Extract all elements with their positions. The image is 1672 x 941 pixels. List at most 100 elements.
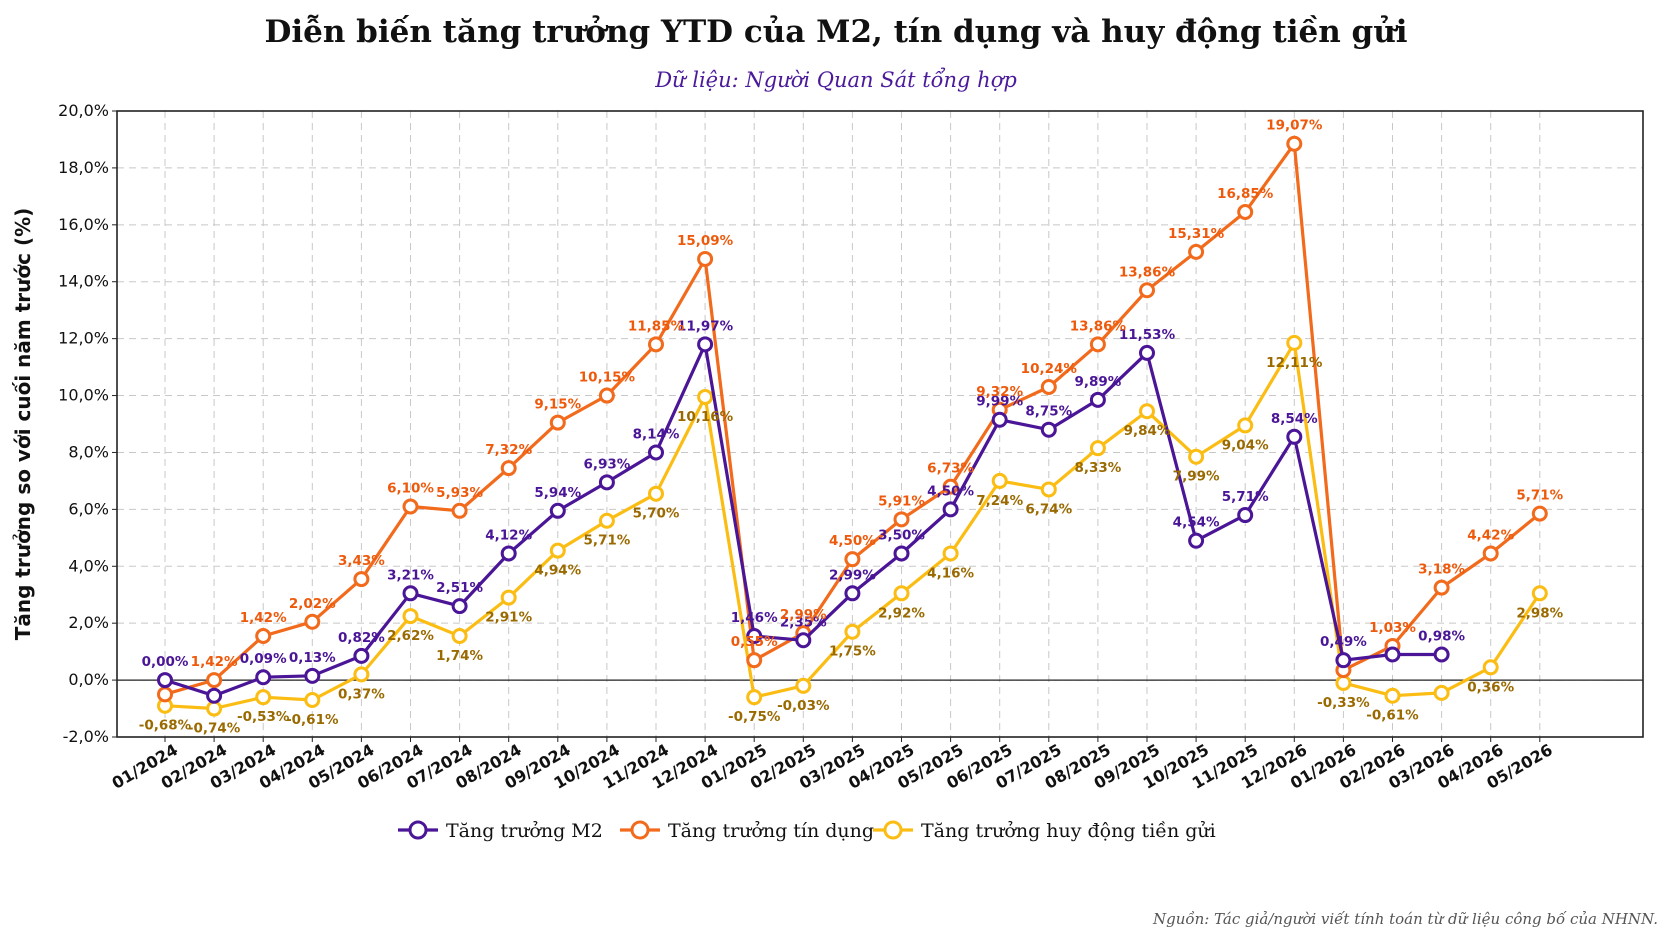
data-point-m2 [206, 687, 223, 704]
data-label-m2: 4,12% [485, 527, 532, 543]
data-label-m2: 2,35% [780, 614, 827, 630]
data-point-credit [1188, 243, 1205, 260]
data-label-m2: 6,93% [583, 456, 630, 472]
data-label-m2: 2,99% [829, 567, 876, 583]
data-label-m2: 0,98% [1418, 628, 1465, 644]
data-label-credit: 16,85% [1217, 186, 1274, 202]
data-point-deposit [549, 542, 566, 559]
data-label-m2: 0,09% [240, 651, 287, 667]
data-point-m2 [648, 444, 664, 461]
data-label-m2: 2,51% [436, 580, 483, 596]
plot-area-border [116, 110, 1644, 738]
data-point-deposit [1237, 417, 1254, 434]
data-label-m2: 0,13% [289, 650, 336, 666]
data-label-credit: 15,09% [677, 233, 734, 249]
data-point-deposit [1482, 659, 1499, 676]
data-point-m2 [549, 502, 566, 519]
data-point-credit [402, 498, 419, 515]
data-label-deposit: 9,84% [1124, 423, 1171, 439]
data-point-deposit [893, 585, 910, 602]
data-point-m2 [1335, 652, 1352, 669]
data-label-deposit: 9,04% [1222, 437, 1269, 453]
data-point-deposit [598, 512, 615, 529]
data-point-credit [1286, 135, 1303, 152]
data-point-credit [1237, 204, 1254, 221]
data-label-m2: 0,00% [142, 654, 189, 670]
data-label-deposit: 12,11% [1266, 355, 1323, 371]
data-point-m2 [255, 669, 272, 686]
data-point-credit [451, 502, 468, 519]
data-point-credit [157, 686, 173, 703]
data-point-m2 [1139, 344, 1155, 361]
data-point-m2 [795, 632, 812, 649]
data-label-deposit: 10,16% [677, 409, 734, 425]
data-point-m2 [1089, 391, 1106, 408]
data-label-deposit: 4,16% [927, 565, 974, 581]
data-label-m2: 9,89% [1074, 374, 1121, 390]
data-label-m2: 4,50% [927, 483, 974, 499]
data-label-credit: 6,10% [387, 481, 434, 497]
data-point-deposit [1188, 448, 1205, 465]
data-point-credit [648, 336, 664, 353]
data-point-m2 [697, 336, 714, 353]
y-tick-label: 20,0% [58, 101, 109, 120]
data-label-m2: 1,46% [731, 610, 778, 626]
data-label-deposit: -0,53% [237, 709, 290, 725]
data-label-credit: 6,73% [927, 461, 974, 477]
data-point-deposit [697, 388, 714, 405]
data-point-credit [697, 250, 714, 267]
data-label-deposit: 7,24% [976, 493, 1023, 509]
data-label-deposit: -0,74% [188, 721, 241, 737]
data-label-credit: 2,02% [289, 596, 336, 612]
data-label-deposit: 2,98% [1516, 605, 1563, 621]
data-label-m2: 5,94% [534, 485, 581, 501]
data-label-m2: 0,82% [338, 630, 385, 646]
data-point-m2 [500, 545, 517, 562]
data-point-deposit [942, 545, 959, 562]
data-point-credit [942, 478, 959, 495]
data-point-m2 [942, 501, 959, 518]
data-point-deposit [648, 485, 664, 502]
data-label-deposit: -0,61% [286, 712, 339, 728]
data-point-deposit [1286, 334, 1303, 351]
chart-subtitle: Dữ liệu: Người Quan Sát tổng hợp [655, 68, 1017, 92]
y-tick-label: 12,0% [58, 329, 109, 348]
data-point-deposit [795, 677, 812, 694]
data-point-m2 [1384, 646, 1401, 663]
data-point-m2 [1237, 507, 1254, 524]
chart-title: Diễn biến tăng trưởng YTD của M2, tín dụ… [264, 14, 1408, 50]
legend-marker-deposit [883, 820, 903, 840]
data-point-m2 [1433, 646, 1450, 663]
data-point-credit [746, 652, 763, 669]
data-point-m2 [353, 647, 370, 664]
data-point-m2 [1188, 532, 1205, 549]
data-label-deposit: 1,75% [829, 644, 876, 660]
data-label-deposit: -0,68% [139, 718, 192, 734]
data-label-credit: 9,15% [534, 397, 581, 413]
y-tick-label: 14,0% [58, 272, 109, 291]
data-point-deposit [844, 623, 861, 640]
data-label-credit: 11,85% [628, 318, 685, 334]
data-label-credit: 15,31% [1168, 226, 1225, 242]
data-label-m2: 4,54% [1173, 515, 1220, 531]
data-point-credit [1531, 505, 1548, 522]
data-label-credit: 2,99% [780, 607, 827, 623]
data-point-credit [255, 627, 272, 644]
data-point-credit [1040, 379, 1057, 396]
data-point-deposit [1040, 481, 1057, 498]
legend-label-credit: Tăng trưởng tín dụng [668, 820, 874, 842]
data-point-deposit [1531, 585, 1548, 602]
data-point-deposit [991, 472, 1008, 489]
data-point-m2 [844, 585, 861, 602]
data-label-credit: 4,50% [829, 533, 876, 549]
data-point-credit [304, 613, 321, 630]
data-label-m2: 5,71% [1222, 489, 1269, 505]
data-point-deposit [746, 689, 763, 706]
data-label-credit: 7,32% [485, 442, 532, 458]
legend-label-m2: Tăng trưởng M2 [446, 820, 603, 842]
data-label-deposit: -0,75% [728, 709, 781, 725]
data-point-m2 [402, 585, 419, 602]
series [157, 135, 1548, 717]
data-label-m2: 8,14% [633, 426, 680, 442]
